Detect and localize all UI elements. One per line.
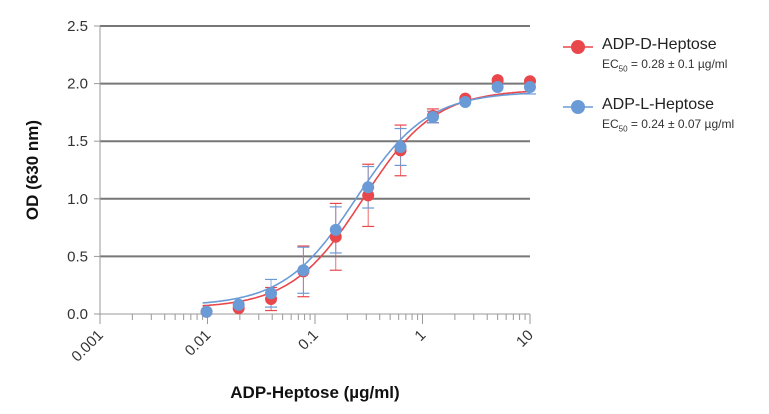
x-tick-label: 1 xyxy=(411,327,429,345)
data-point xyxy=(459,96,472,109)
data-point xyxy=(232,298,245,311)
data-point xyxy=(524,81,536,94)
y-tick-label: 2.5 xyxy=(67,18,88,35)
legend-item-l-heptose: ADP-L-Heptose EC50 = 0.24 ± 0.07 µg/ml xyxy=(558,96,734,133)
legend-marker xyxy=(571,40,585,54)
y-tick-label: 0.5 xyxy=(67,248,88,265)
y-tick-label: 1.0 xyxy=(67,191,88,208)
data-point xyxy=(297,264,310,277)
data-point xyxy=(329,223,342,236)
y-tick-label: 2.0 xyxy=(67,76,88,93)
y-tick-label: 1.5 xyxy=(67,133,88,150)
legend-label: ADP-L-Heptose xyxy=(602,96,715,113)
ec50-annotation: EC50 = 0.24 ± 0.07 µg/ml xyxy=(602,117,735,134)
y-axis-label: OD (630 nm) xyxy=(23,120,42,220)
x-tick-label: 0.001 xyxy=(68,327,107,366)
data-point xyxy=(491,81,504,94)
legend-marker xyxy=(571,100,585,114)
data-point xyxy=(362,181,375,194)
data-point xyxy=(394,140,407,153)
x-tick-label: 0.1 xyxy=(295,327,322,354)
data-point xyxy=(265,287,278,300)
legend-item-d-heptose: ADP-D-Heptose EC50 = 0.28 ± 0.1 µg/ml xyxy=(558,36,727,73)
x-tick-label: 0.01 xyxy=(182,327,215,360)
data-point xyxy=(426,111,439,124)
x-tick-label: 10 xyxy=(513,327,537,351)
ec50-annotation: EC50 = 0.28 ± 0.1 µg/ml xyxy=(602,57,728,74)
data-point xyxy=(200,305,213,318)
x-axis-label: ADP-Heptose (µg/ml) xyxy=(230,383,399,402)
legend-label: ADP-D-Heptose xyxy=(602,36,717,53)
y-tick-label: 0.0 xyxy=(67,306,88,323)
